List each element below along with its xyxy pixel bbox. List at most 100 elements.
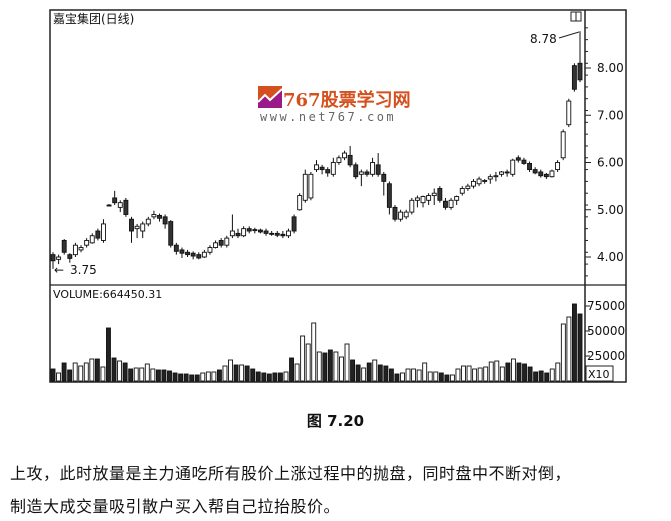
candle (515, 155, 521, 163)
candle-body (179, 249, 185, 254)
candle-body (291, 216, 297, 232)
candle (291, 214, 297, 234)
candle-body (454, 196, 460, 201)
candle-body (336, 157, 342, 163)
volume-bar (261, 372, 267, 382)
volume-bar (106, 327, 111, 382)
volume-bar (361, 367, 367, 382)
candle (179, 247, 185, 258)
candle-body (84, 240, 90, 246)
candle (162, 214, 168, 229)
candle (67, 253, 73, 263)
candle-body (151, 214, 157, 218)
candle (61, 239, 67, 255)
candle (347, 145, 353, 168)
volume-bar (416, 369, 422, 382)
candle (476, 176, 482, 187)
price-tick-label: 7.00 (597, 108, 624, 122)
candle (78, 245, 84, 253)
candle (403, 209, 409, 220)
candle (252, 227, 258, 234)
volume-bar (205, 371, 211, 382)
volume-bar (283, 371, 289, 382)
candle-body (504, 171, 510, 174)
volume-bar (472, 368, 478, 382)
candle-body (353, 164, 359, 178)
volume-bar (566, 316, 572, 382)
candle (213, 240, 219, 249)
volume-bar (339, 356, 344, 382)
candle (487, 174, 493, 184)
volume-bar (394, 373, 400, 382)
candle (274, 231, 280, 238)
volume-bar (494, 360, 500, 382)
candle-body (465, 185, 471, 189)
candle-body (61, 240, 67, 253)
figure-caption: 图 7.20 (306, 412, 365, 430)
volume-tick-label: 75000 (587, 299, 625, 313)
candle (527, 161, 532, 172)
candle-body (493, 175, 499, 178)
volume-bar (344, 343, 350, 382)
candle-body (325, 169, 331, 174)
watermark-title: 767股票学习网 (283, 90, 411, 111)
candle (173, 242, 179, 255)
candle (521, 157, 527, 165)
volume-bar (400, 372, 405, 382)
candle-body (392, 206, 398, 220)
candle-body (246, 228, 252, 232)
candle (442, 197, 448, 210)
candle (431, 188, 437, 206)
volume-bar (89, 358, 95, 382)
volume-bar (483, 366, 489, 382)
candle (482, 179, 488, 184)
candle-body (381, 173, 387, 182)
candle-body (510, 159, 516, 175)
volume-bar (178, 373, 184, 382)
volume-bar (111, 357, 117, 382)
volume-bar (444, 374, 450, 382)
candle-body (229, 230, 235, 237)
volume-bar (150, 368, 156, 382)
volume-bar (383, 365, 389, 382)
volume-bar (461, 365, 466, 382)
candle (117, 200, 123, 213)
candle (342, 150, 347, 161)
volume-bar (255, 371, 261, 382)
candle (364, 169, 370, 177)
candle (471, 179, 476, 189)
volume-bar (133, 367, 139, 382)
candle (185, 249, 191, 257)
volume-bar (200, 372, 206, 382)
window-toggle-icon[interactable] (570, 11, 582, 22)
candle (140, 221, 146, 239)
volume-bar (372, 359, 378, 382)
candle-body (286, 230, 291, 237)
candle-body (235, 232, 241, 237)
candle-body (386, 183, 392, 208)
volume-bar (244, 365, 250, 382)
volume-bar (61, 362, 67, 382)
watermark-chart-icon (257, 86, 283, 108)
high-arrow (558, 31, 580, 39)
candle (106, 204, 112, 207)
candle (555, 160, 561, 172)
volume-bar (549, 368, 555, 382)
volume-bar (161, 369, 167, 382)
candle (543, 172, 549, 180)
candle-body (448, 199, 454, 208)
candle-body (532, 169, 538, 174)
candle-body (157, 214, 162, 219)
candle (437, 186, 443, 203)
candle-body (140, 223, 146, 232)
volume-bar (355, 364, 361, 382)
volume-bar (50, 368, 56, 382)
volume-bar (83, 362, 89, 382)
candle (532, 167, 538, 175)
candle (269, 231, 275, 236)
candle-body (280, 233, 286, 237)
volume-bar (427, 371, 433, 382)
candle-body (123, 199, 129, 215)
volume-bar (56, 372, 61, 382)
volume-bar (277, 372, 283, 382)
